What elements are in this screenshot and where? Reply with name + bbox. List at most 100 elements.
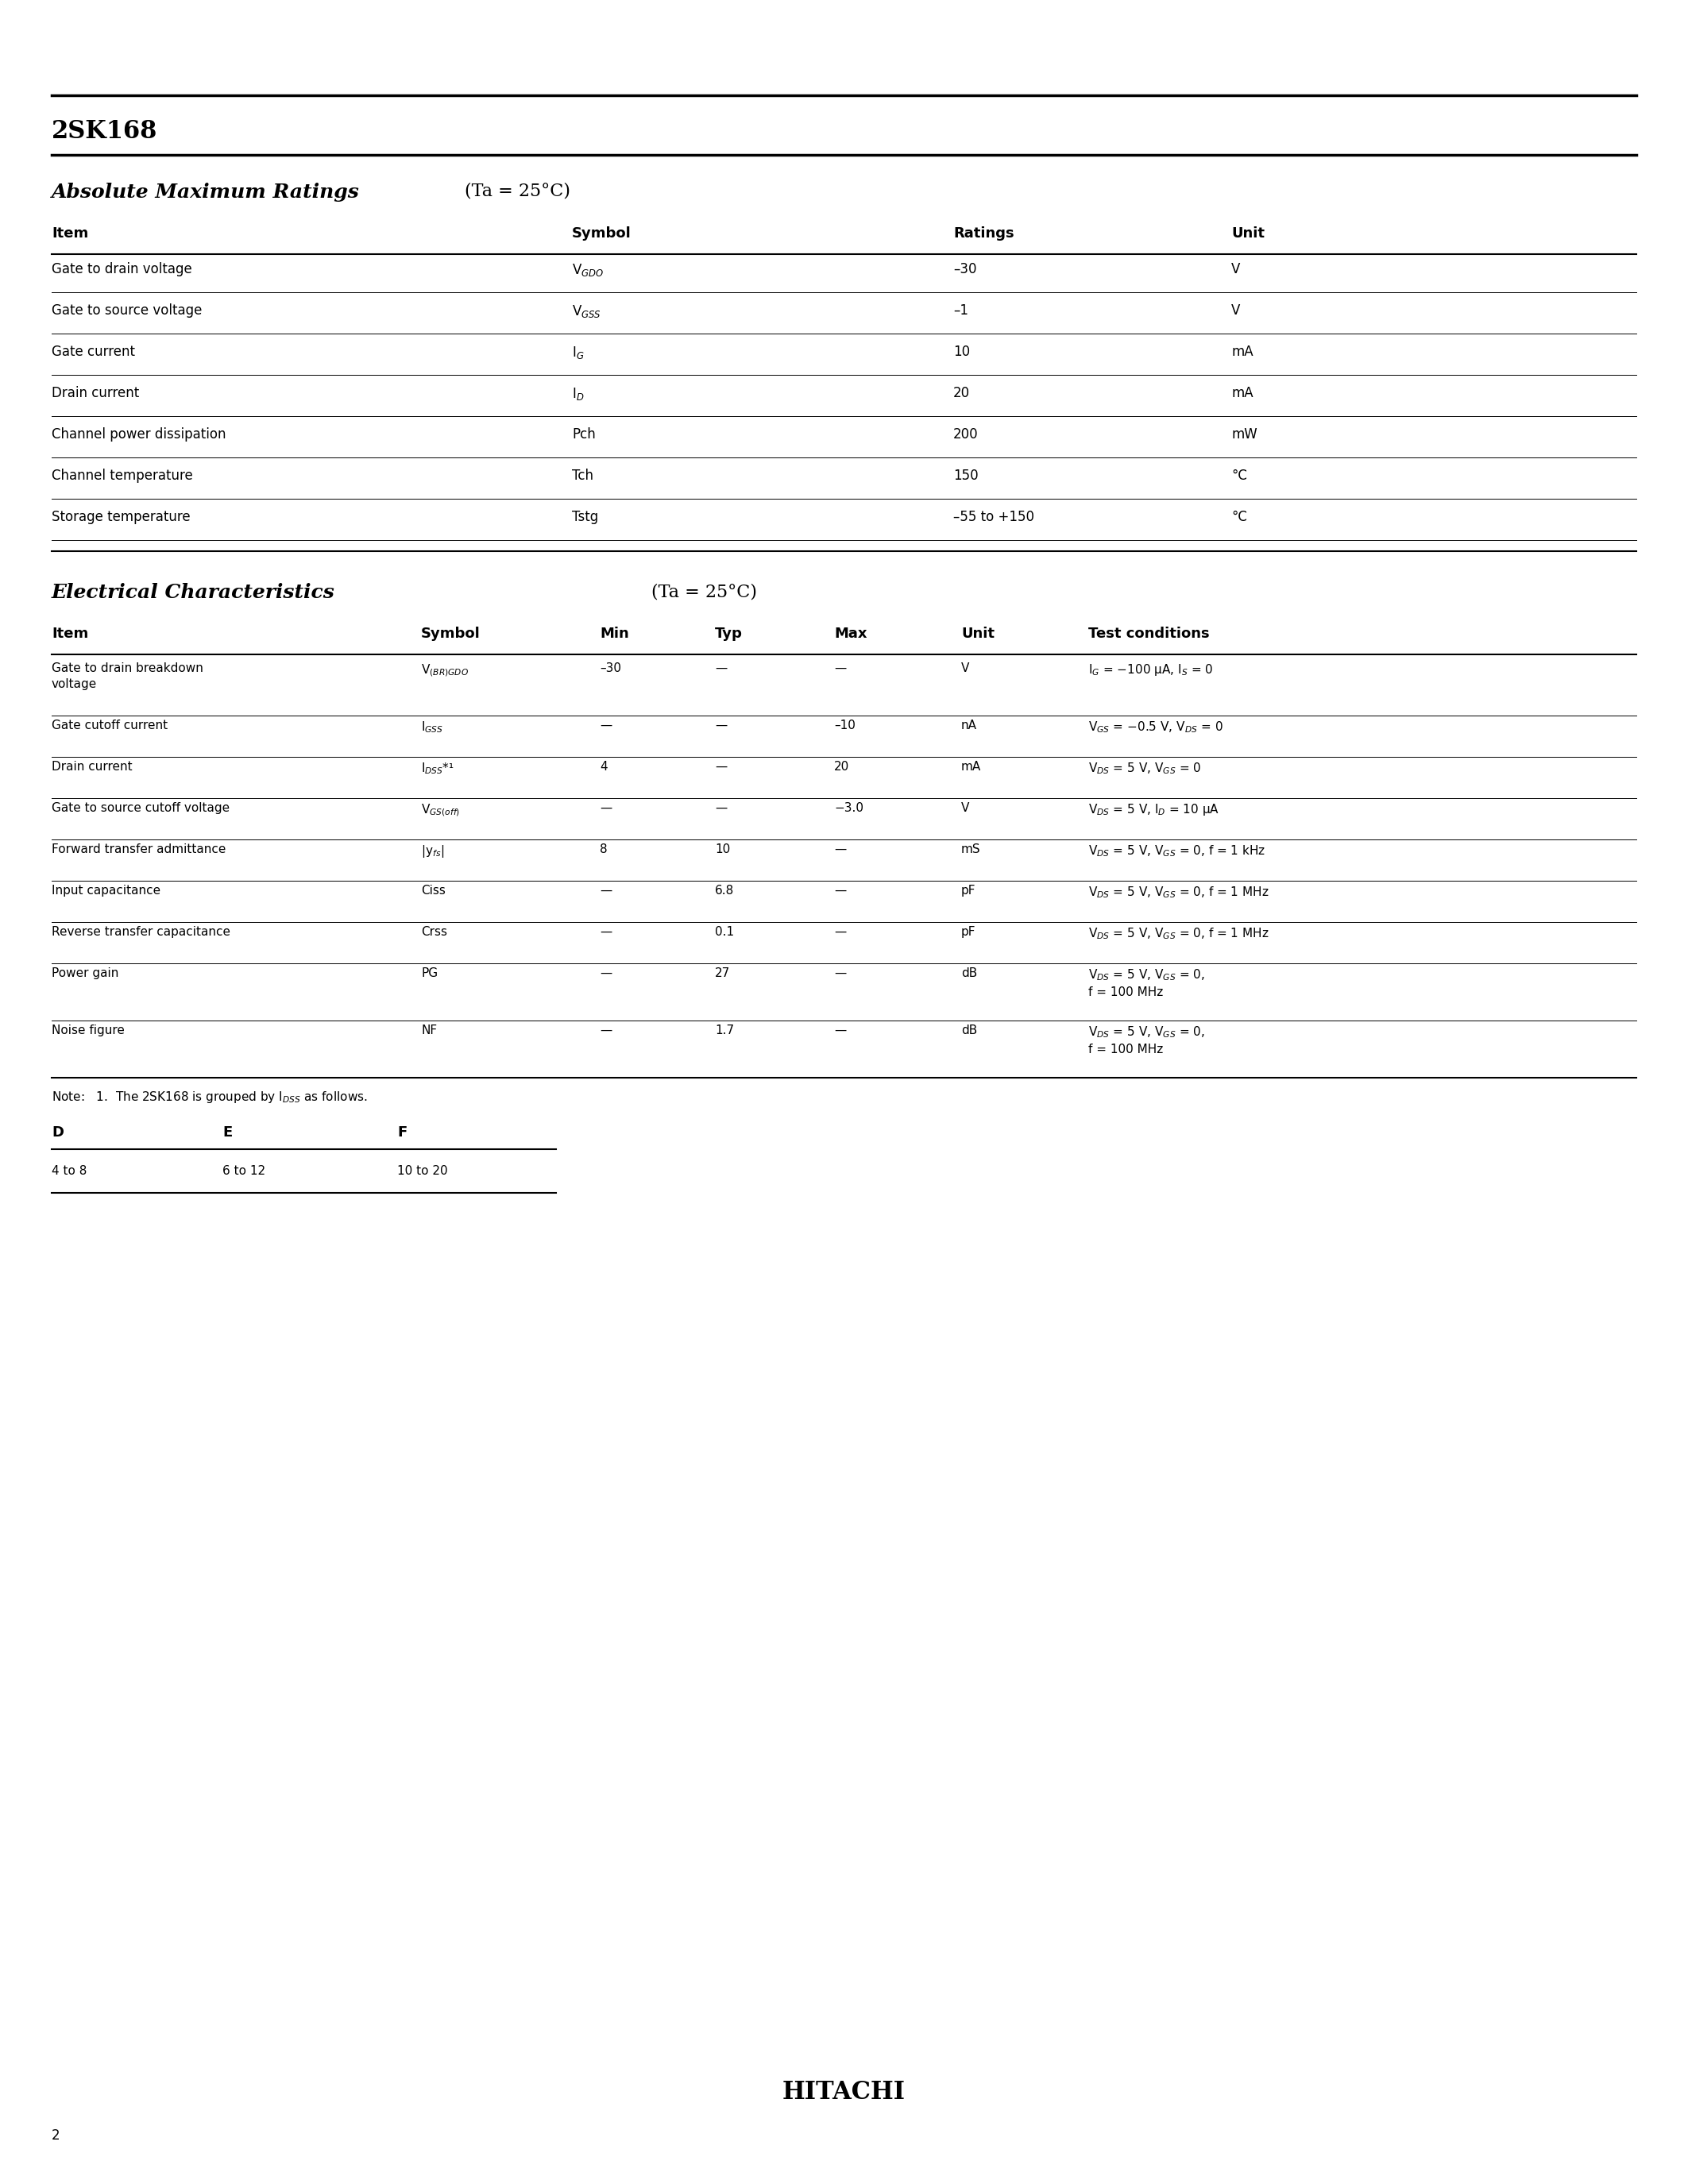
- Text: 2SK168: 2SK168: [52, 120, 157, 144]
- Text: Gate to drain breakdown
voltage: Gate to drain breakdown voltage: [52, 662, 203, 690]
- Text: Symbol: Symbol: [572, 227, 631, 240]
- Text: I$_{GSS}$: I$_{GSS}$: [420, 719, 444, 734]
- Text: 0.1: 0.1: [716, 926, 734, 937]
- Text: nA: nA: [960, 719, 977, 732]
- Text: Electrical Characteristics: Electrical Characteristics: [52, 583, 336, 603]
- Text: —: —: [834, 662, 846, 675]
- Text: Tstg: Tstg: [572, 509, 598, 524]
- Text: Gate to source cutoff voltage: Gate to source cutoff voltage: [52, 802, 230, 815]
- Text: V$_{(BR)GDO}$: V$_{(BR)GDO}$: [420, 662, 469, 677]
- Text: V$_{DS}$ = 5 V, V$_{GS}$ = 0: V$_{DS}$ = 5 V, V$_{GS}$ = 0: [1089, 760, 1202, 775]
- Text: —: —: [834, 968, 846, 978]
- Text: Item: Item: [52, 227, 88, 240]
- Text: —: —: [599, 885, 611, 898]
- Text: —: —: [834, 1024, 846, 1037]
- Text: °C: °C: [1231, 509, 1247, 524]
- Text: —: —: [716, 802, 728, 815]
- Text: mW: mW: [1231, 428, 1258, 441]
- Text: HITACHI: HITACHI: [783, 2079, 905, 2105]
- Text: Storage temperature: Storage temperature: [52, 509, 191, 524]
- Text: V$_{DS}$ = 5 V, V$_{GS}$ = 0, f = 1 kHz: V$_{DS}$ = 5 V, V$_{GS}$ = 0, f = 1 kHz: [1089, 843, 1266, 858]
- Text: 2: 2: [52, 2129, 61, 2143]
- Text: Absolute Maximum Ratings: Absolute Maximum Ratings: [52, 183, 360, 201]
- Text: Item: Item: [52, 627, 88, 640]
- Text: mA: mA: [1231, 345, 1252, 358]
- Text: Crss: Crss: [420, 926, 447, 937]
- Text: —: —: [599, 968, 611, 978]
- Text: V$_{DS}$ = 5 V, V$_{GS}$ = 0,
f = 100 MHz: V$_{DS}$ = 5 V, V$_{GS}$ = 0, f = 100 MH…: [1089, 1024, 1205, 1055]
- Text: 4 to 8: 4 to 8: [52, 1164, 86, 1177]
- Text: Noise figure: Noise figure: [52, 1024, 125, 1037]
- Text: mS: mS: [960, 843, 981, 856]
- Text: I$_{D}$: I$_{D}$: [572, 387, 584, 402]
- Text: Ciss: Ciss: [420, 885, 446, 898]
- Text: –30: –30: [599, 662, 621, 675]
- Text: 20: 20: [834, 760, 849, 773]
- Text: Drain current: Drain current: [52, 760, 132, 773]
- Text: —: —: [599, 1024, 611, 1037]
- Text: Power gain: Power gain: [52, 968, 118, 978]
- Text: V: V: [1231, 262, 1241, 277]
- Text: mA: mA: [1231, 387, 1252, 400]
- Text: V$_{DS}$ = 5 V, V$_{GS}$ = 0, f = 1 MHz: V$_{DS}$ = 5 V, V$_{GS}$ = 0, f = 1 MHz: [1089, 926, 1269, 941]
- Text: Drain current: Drain current: [52, 387, 138, 400]
- Text: 150: 150: [954, 470, 979, 483]
- Text: D: D: [52, 1125, 64, 1140]
- Text: —: —: [716, 760, 728, 773]
- Text: Symbol: Symbol: [420, 627, 481, 640]
- Text: 1.7: 1.7: [716, 1024, 734, 1037]
- Text: Test conditions: Test conditions: [1089, 627, 1210, 640]
- Text: V: V: [1231, 304, 1241, 317]
- Text: Gate to drain voltage: Gate to drain voltage: [52, 262, 192, 277]
- Text: Reverse transfer capacitance: Reverse transfer capacitance: [52, 926, 230, 937]
- Text: pF: pF: [960, 885, 976, 898]
- Text: PG: PG: [420, 968, 437, 978]
- Text: —: —: [716, 662, 728, 675]
- Text: V$_{GS(off)}$: V$_{GS(off)}$: [420, 802, 461, 817]
- Text: V: V: [960, 662, 969, 675]
- Text: —: —: [599, 719, 611, 732]
- Text: 20: 20: [954, 387, 971, 400]
- Text: –30: –30: [954, 262, 977, 277]
- Text: Tch: Tch: [572, 470, 594, 483]
- Text: 6.8: 6.8: [716, 885, 734, 898]
- Text: E: E: [223, 1125, 233, 1140]
- Text: —: —: [834, 926, 846, 937]
- Text: 10 to 20: 10 to 20: [397, 1164, 447, 1177]
- Text: NF: NF: [420, 1024, 437, 1037]
- Text: dB: dB: [960, 1024, 977, 1037]
- Text: Gate cutoff current: Gate cutoff current: [52, 719, 167, 732]
- Text: mA: mA: [960, 760, 981, 773]
- Text: V$_{DS}$ = 5 V, I$_{D}$ = 10 μA: V$_{DS}$ = 5 V, I$_{D}$ = 10 μA: [1089, 802, 1219, 817]
- Text: °C: °C: [1231, 470, 1247, 483]
- Text: Max: Max: [834, 627, 868, 640]
- Text: Note:   1.  The 2SK168 is grouped by I$_{DSS}$ as follows.: Note: 1. The 2SK168 is grouped by I$_{DS…: [52, 1090, 368, 1105]
- Text: 200: 200: [954, 428, 979, 441]
- Text: Input capacitance: Input capacitance: [52, 885, 160, 898]
- Text: 27: 27: [716, 968, 731, 978]
- Text: I$_{DSS}$*¹: I$_{DSS}$*¹: [420, 760, 454, 775]
- Text: Ratings: Ratings: [954, 227, 1014, 240]
- Text: Typ: Typ: [716, 627, 743, 640]
- Text: F: F: [397, 1125, 407, 1140]
- Text: 10: 10: [954, 345, 971, 358]
- Text: Gate current: Gate current: [52, 345, 135, 358]
- Text: dB: dB: [960, 968, 977, 978]
- Text: Channel temperature: Channel temperature: [52, 470, 192, 483]
- Text: Channel power dissipation: Channel power dissipation: [52, 428, 226, 441]
- Text: V$_{GSS}$: V$_{GSS}$: [572, 304, 601, 319]
- Text: −3.0: −3.0: [834, 802, 864, 815]
- Text: (Ta = 25°C): (Ta = 25°C): [464, 183, 571, 201]
- Text: –1: –1: [954, 304, 969, 317]
- Text: Forward transfer admittance: Forward transfer admittance: [52, 843, 226, 856]
- Text: |y$_{fs}$|: |y$_{fs}$|: [420, 843, 444, 858]
- Text: –55 to +150: –55 to +150: [954, 509, 1035, 524]
- Text: V$_{GS}$ = −0.5 V, V$_{DS}$ = 0: V$_{GS}$ = −0.5 V, V$_{DS}$ = 0: [1089, 719, 1224, 734]
- Text: Min: Min: [599, 627, 630, 640]
- Text: pF: pF: [960, 926, 976, 937]
- Text: V$_{GDO}$: V$_{GDO}$: [572, 262, 604, 277]
- Text: 10: 10: [716, 843, 731, 856]
- Text: –10: –10: [834, 719, 856, 732]
- Text: V$_{DS}$ = 5 V, V$_{GS}$ = 0,
f = 100 MHz: V$_{DS}$ = 5 V, V$_{GS}$ = 0, f = 100 MH…: [1089, 968, 1205, 998]
- Text: 8: 8: [599, 843, 608, 856]
